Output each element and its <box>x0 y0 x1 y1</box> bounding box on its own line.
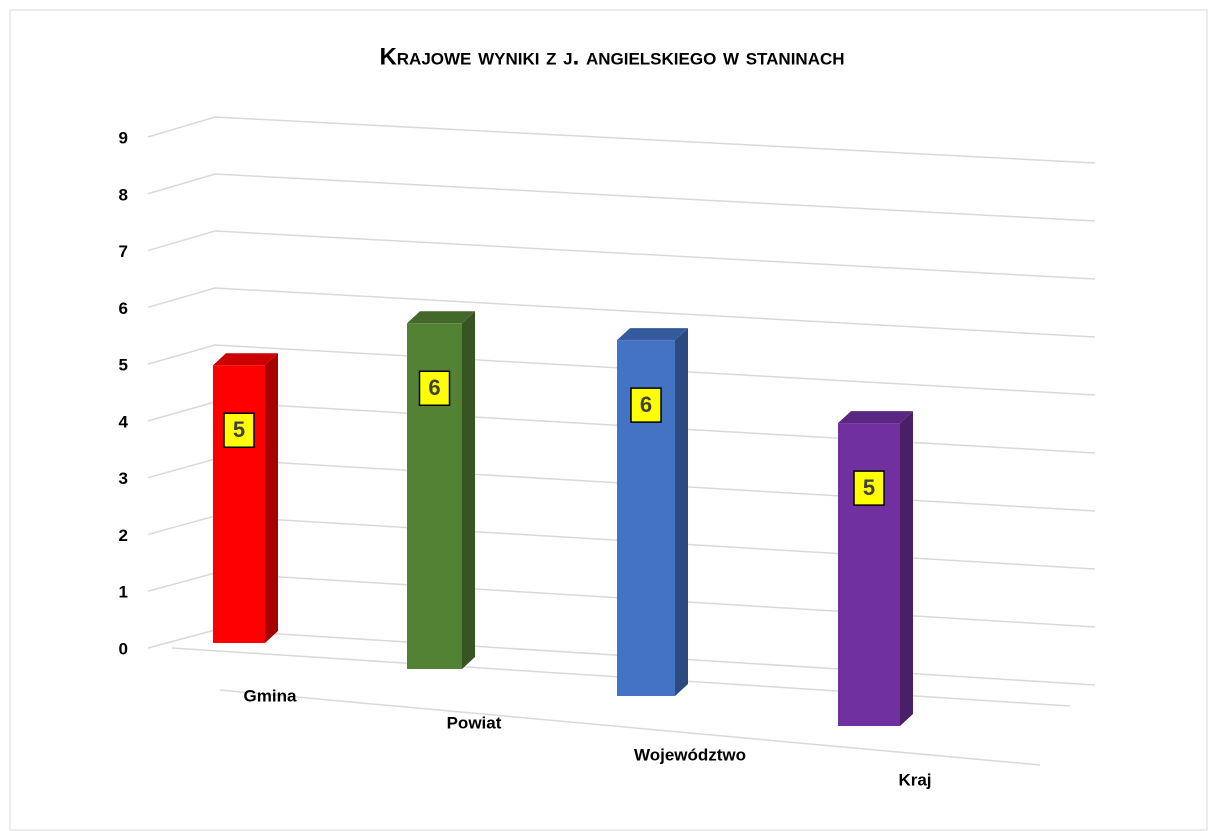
x-tick-label: Województwo <box>634 745 746 764</box>
bar-top <box>617 328 688 341</box>
y-tick-label: 2 <box>119 526 128 545</box>
data-label-box <box>853 470 885 506</box>
grid-line <box>147 173 1096 222</box>
y-tick-label: 3 <box>119 469 128 488</box>
data-label-box <box>630 387 662 423</box>
data-label: 6 <box>640 392 652 417</box>
y-tick-label: 4 <box>119 412 129 431</box>
grid-line <box>147 116 1096 164</box>
bar-side <box>900 411 913 726</box>
floor-line <box>219 689 1041 766</box>
y-tick-label: 9 <box>119 128 128 147</box>
bar-top <box>838 411 913 424</box>
bar-top <box>213 353 278 366</box>
x-tick-label: Powiat <box>447 713 502 732</box>
bar-top <box>407 311 475 324</box>
bar <box>838 423 900 726</box>
grid-line <box>147 344 1096 396</box>
bar-side <box>675 328 688 696</box>
bar-side <box>265 353 278 643</box>
chart-title: Krajowe wyniki z j. angielskiego w stani… <box>379 43 844 70</box>
y-tick-label: 1 <box>119 583 128 602</box>
y-tick-label: 6 <box>119 299 128 318</box>
data-label-box <box>418 370 451 407</box>
y-tick-label: 7 <box>119 242 128 261</box>
bar <box>213 365 265 643</box>
y-tick-label: 0 <box>119 639 128 658</box>
data-label: 5 <box>233 417 245 442</box>
x-tick-label: Kraj <box>898 770 931 789</box>
data-label: 6 <box>428 375 440 400</box>
grid-line <box>147 230 1096 280</box>
x-tick-label: Gmina <box>244 686 297 705</box>
y-tick-label: 5 <box>119 356 128 375</box>
data-label-box <box>223 412 255 448</box>
y-tick-label: 8 <box>119 185 128 204</box>
bar-side <box>462 311 475 669</box>
data-label: 5 <box>863 475 875 500</box>
chart-frame <box>9 9 1208 831</box>
grid-line <box>147 287 1096 338</box>
